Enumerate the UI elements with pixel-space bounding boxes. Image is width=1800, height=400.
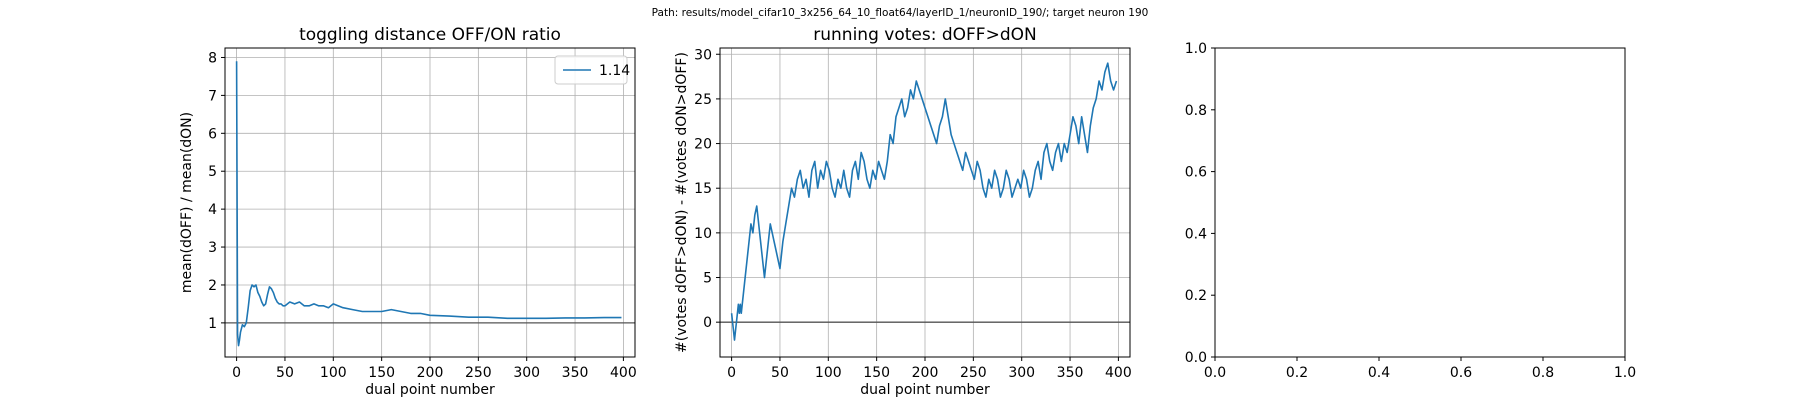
y-tick-label: 6 xyxy=(208,126,217,142)
y-tick-label: 0.6 xyxy=(1185,165,1207,181)
x-tick-label: 200 xyxy=(912,365,939,381)
y-tick-label: 0.2 xyxy=(1185,288,1207,304)
y-axis-label: #(votes dOFF>dON) - #(votes dON>dOFF) xyxy=(674,52,690,353)
y-tick-label: 30 xyxy=(694,47,712,63)
y-tick-label: 2 xyxy=(208,278,217,294)
y-tick-label: 8 xyxy=(208,50,217,66)
y-tick-label: 7 xyxy=(208,88,217,104)
chart-empty-axes: 0.0 0.2 0.4 0.6 0.8 1.0 0.0 0.2 0.4 0.6 0.8 1.0 xyxy=(1185,41,1636,381)
x-tick-label: 0 xyxy=(727,365,736,381)
y-tick-label: 25 xyxy=(694,92,712,108)
y-axis-label: mean(dOFF) / mean(dON) xyxy=(179,112,195,293)
y-tick-label: 3 xyxy=(208,240,217,256)
y-tick-label: 10 xyxy=(694,226,712,242)
chart-running-votes: 0 50 100 150 200 250 300 350 400 0 5 10 15 20 25 30 runn… xyxy=(674,25,1132,398)
x-tick-label: 100 xyxy=(815,365,842,381)
x-tick-label: 50 xyxy=(771,365,789,381)
legend-label: 1.14 xyxy=(599,63,630,79)
x-axis-label: dual point number xyxy=(860,382,990,398)
x-tick-label: 150 xyxy=(368,365,395,381)
y-tick-label: 0.8 xyxy=(1185,103,1207,119)
x-tick-label: 150 xyxy=(863,365,890,381)
x-tick-label: 350 xyxy=(562,365,589,381)
chart-title: running votes: dOFF>dON xyxy=(813,25,1036,45)
x-tick-label: 300 xyxy=(513,365,540,381)
x-tick-label: 200 xyxy=(417,365,444,381)
y-tick-label: 5 xyxy=(208,164,217,180)
series-line-0 xyxy=(235,61,622,347)
y-tick-label: 5 xyxy=(703,271,712,287)
x-tick-label: 1.0 xyxy=(1614,365,1636,381)
x-tick-label: 0.4 xyxy=(1368,365,1390,381)
x-tick-label: 0.8 xyxy=(1532,365,1554,381)
x-axis-label: dual point number xyxy=(365,382,495,398)
y-tick-label: 1.0 xyxy=(1185,41,1207,57)
y-tick-label: 0.0 xyxy=(1185,350,1207,366)
y-tick-label: 0.4 xyxy=(1185,226,1207,242)
x-tick-label: 0.0 xyxy=(1204,365,1226,381)
series-line-0 xyxy=(730,62,1118,341)
y-tick-label: 0 xyxy=(703,315,712,331)
x-tick-label: 0.6 xyxy=(1450,365,1472,381)
chart-title: toggling distance OFF/ON ratio xyxy=(299,25,561,45)
x-tick-label: 300 xyxy=(1008,365,1035,381)
x-tick-label: 250 xyxy=(465,365,492,381)
x-tick-label: 400 xyxy=(610,365,637,381)
y-tick-label: 15 xyxy=(694,181,712,197)
figure-suptitle: Path: results/model_cifar10_3x256_64_10_… xyxy=(652,7,1149,19)
chart-toggling-distance-ratio: 0 50 100 150 200 250 300 350 400 1 2 3 4 5 6 7 8 toggling… xyxy=(179,25,637,398)
y-tick-label: 1 xyxy=(208,316,217,332)
x-tick-label: 250 xyxy=(960,365,987,381)
axes-frame xyxy=(1214,47,1626,358)
x-tick-label: 0 xyxy=(232,365,241,381)
x-tick-label: 350 xyxy=(1057,365,1084,381)
y-tick-label: 20 xyxy=(694,137,712,153)
y-tick-label: 4 xyxy=(208,202,217,218)
x-tick-label: 50 xyxy=(276,365,294,381)
x-tick-label: 0.2 xyxy=(1286,365,1308,381)
x-tick-label: 100 xyxy=(320,365,347,381)
x-tick-label: 400 xyxy=(1105,365,1132,381)
